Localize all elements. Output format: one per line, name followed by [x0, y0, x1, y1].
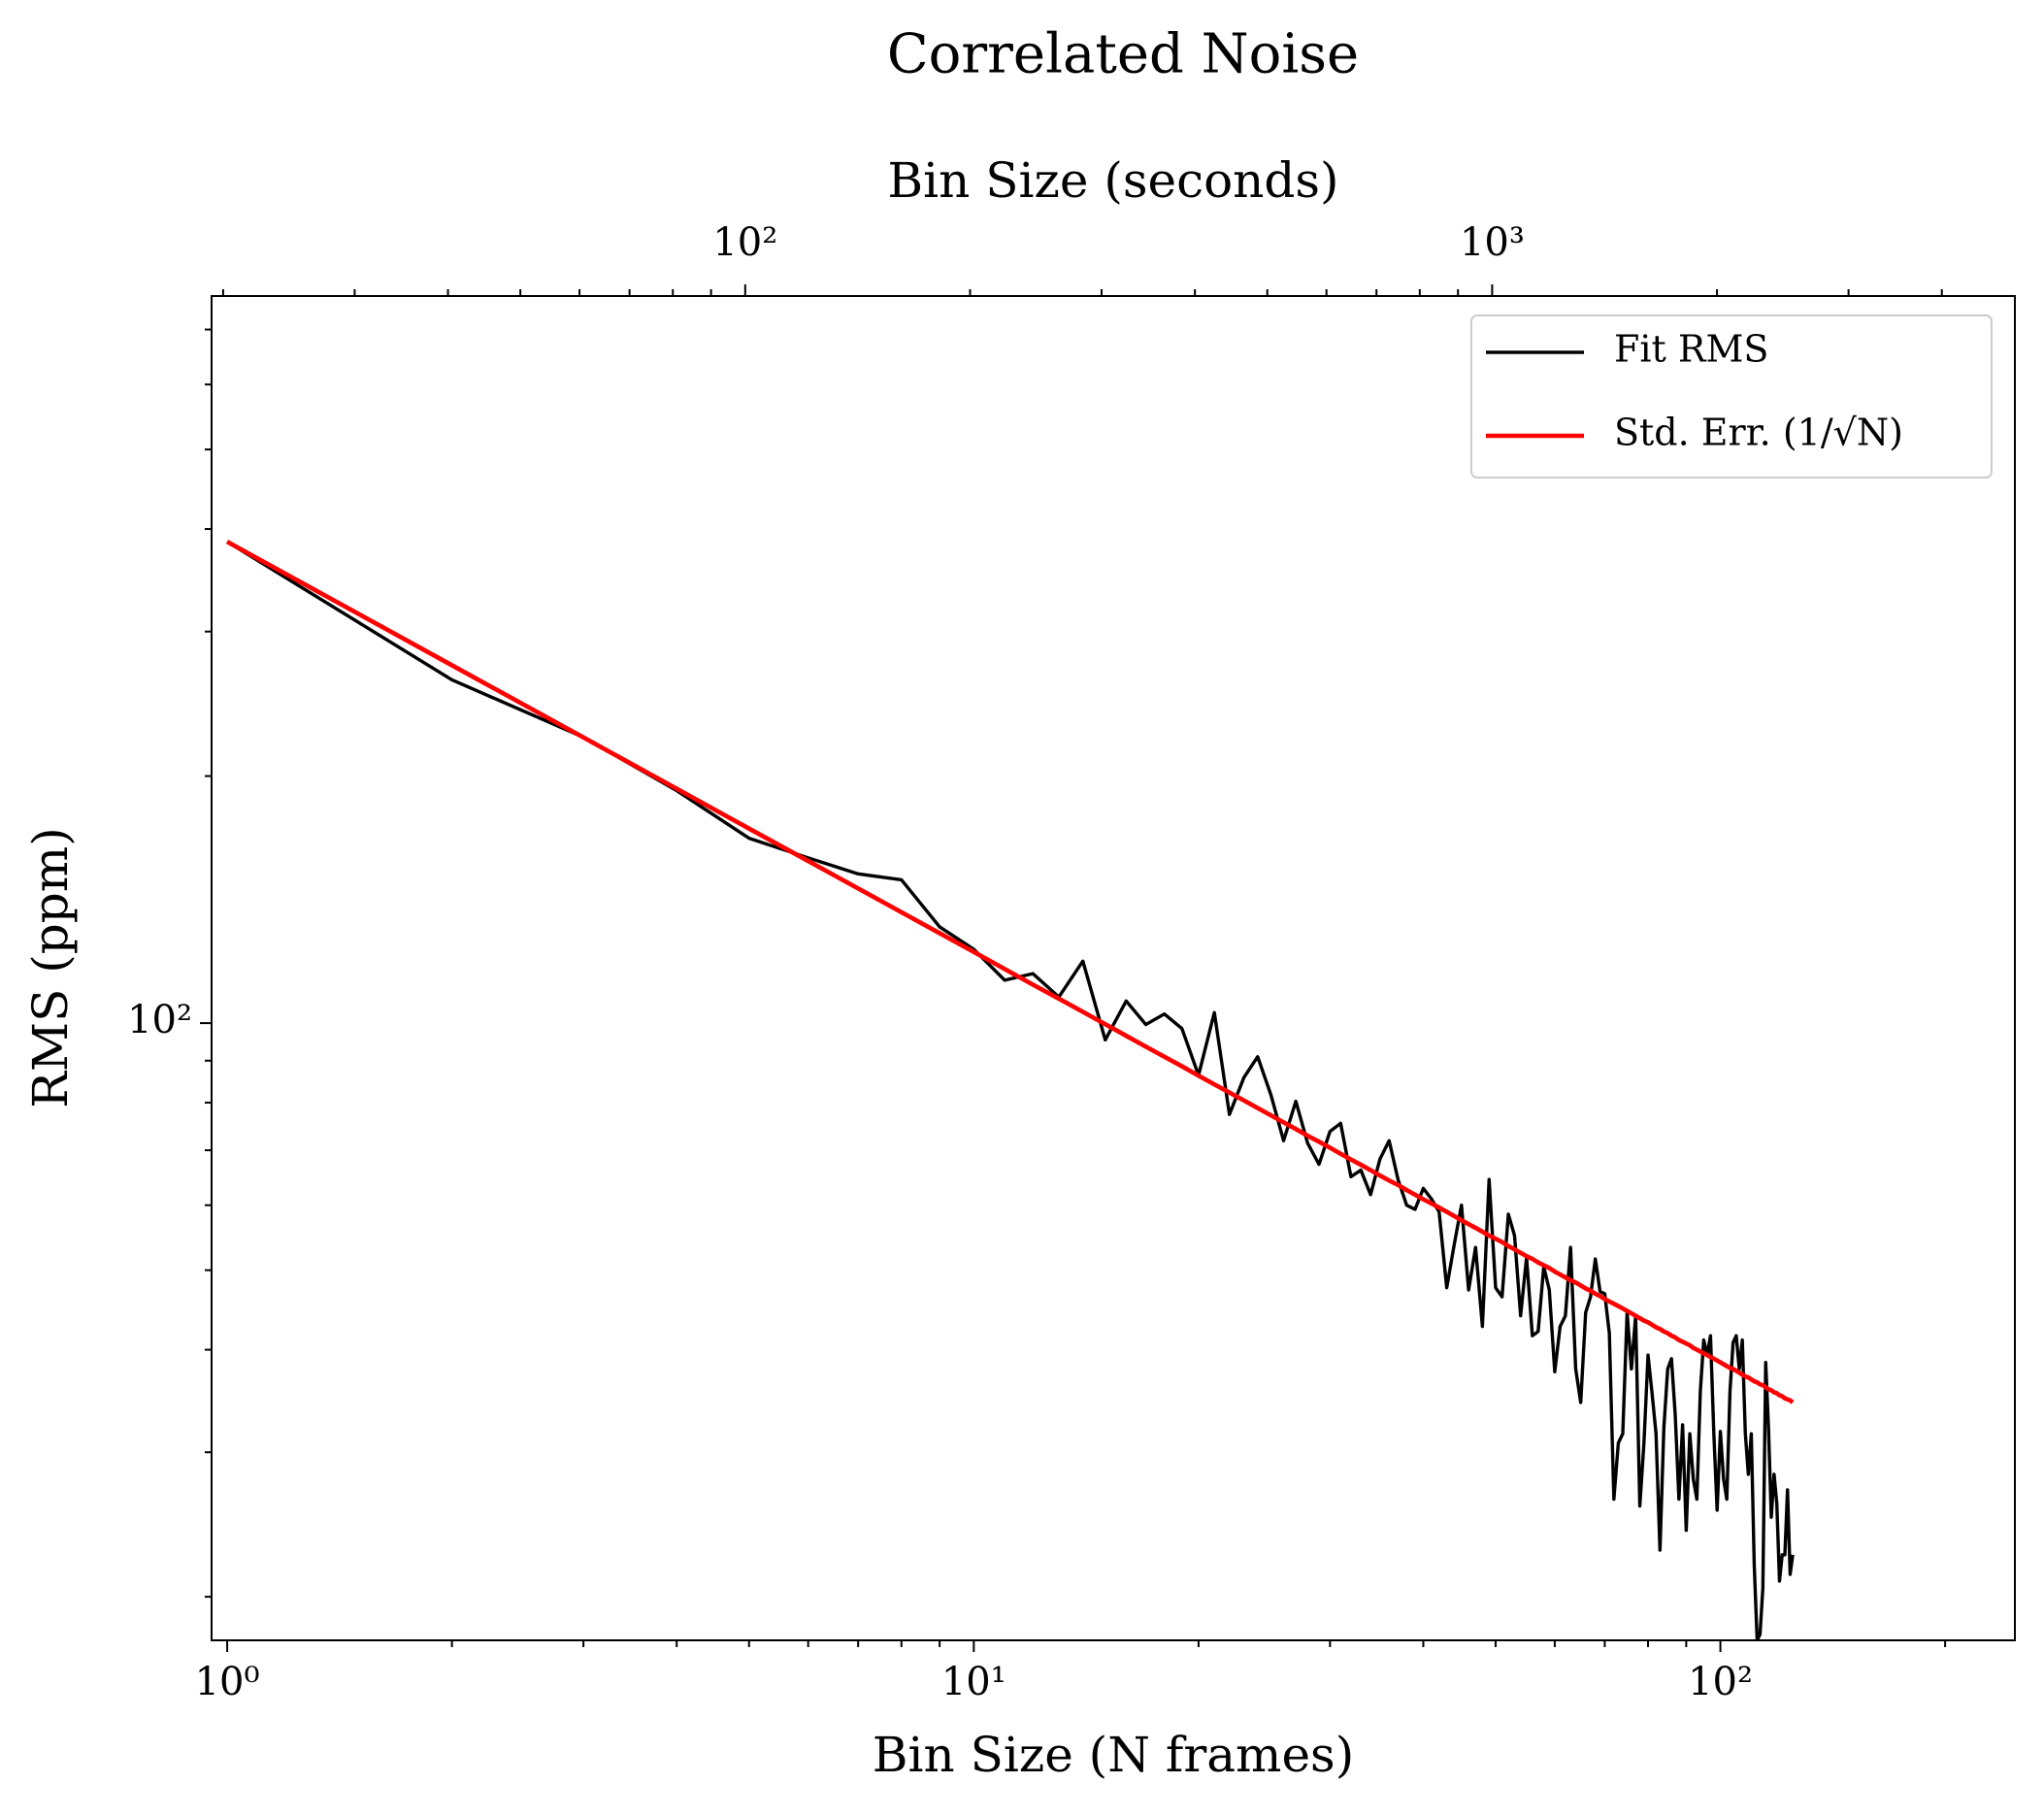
y-axis-label: RMS (ppm) [22, 827, 79, 1107]
legend-label: Fit RMS [1614, 328, 1768, 371]
chart-title: Correlated Noise [887, 23, 1359, 86]
x-axis-label: Bin Size (N frames) [873, 1727, 1354, 1783]
x2-tick-label: 10² [712, 220, 777, 265]
x2-tick-label: 10³ [1460, 220, 1525, 265]
x-tick-label: 10⁰ [195, 1660, 260, 1704]
legend-label: Std. Err. (1/√N) [1614, 412, 1903, 454]
data-line [226, 540, 1795, 1640]
y-tick-label: 10² [127, 998, 192, 1042]
plot-frame [211, 295, 2016, 1641]
x2-axis-label: Bin Size (seconds) [887, 152, 1338, 209]
legend-box [1470, 314, 1993, 479]
data-line [225, 540, 1795, 1404]
x-tick-label: 10¹ [941, 1660, 1006, 1704]
x-tick-label: 10² [1688, 1660, 1753, 1704]
